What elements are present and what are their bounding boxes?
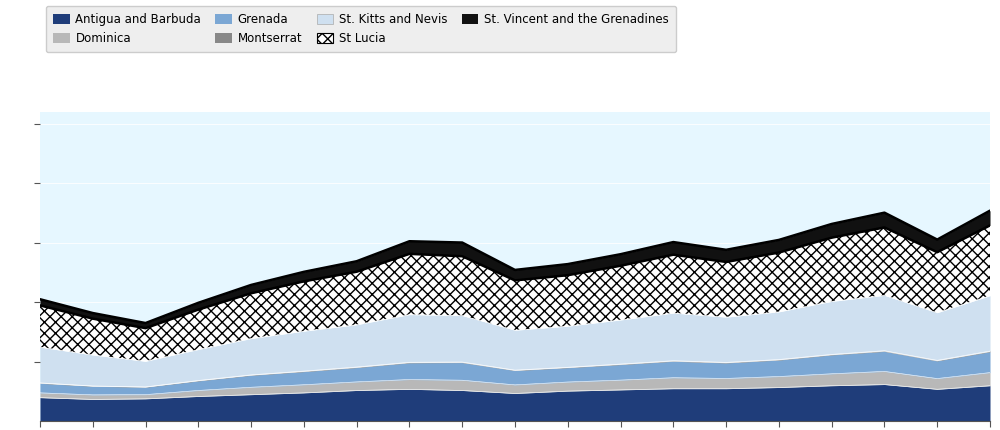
Legend: Antigua and Barbuda, Dominica, Grenada, Montserrat, St. Kitts and Nevis, St Luci: Antigua and Barbuda, Dominica, Grenada, …	[46, 6, 676, 52]
